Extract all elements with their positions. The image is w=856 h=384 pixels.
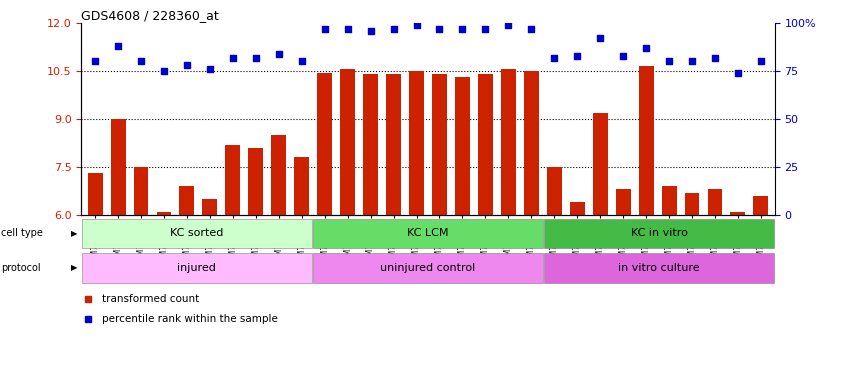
Point [180,62,193,68]
Bar [409,71,424,215]
Bar [432,74,447,215]
Text: in vitro culture: in vitro culture [618,263,700,273]
Point [364,28,377,34]
Point [708,55,722,61]
Text: KC sorted: KC sorted [170,228,223,238]
Bar [685,193,699,215]
Bar [318,73,332,215]
Text: injured: injured [177,263,217,273]
Text: cell type: cell type [1,228,43,238]
Bar [386,74,401,215]
Bar [544,218,774,248]
Bar [134,167,148,215]
Bar [82,253,312,283]
Point [249,55,263,61]
Bar [294,157,309,215]
Point [432,26,446,32]
Point [593,35,607,41]
Bar [87,174,103,215]
Bar [753,196,769,215]
Point [318,26,331,32]
Point [134,58,148,65]
Bar [248,148,264,215]
Text: uninjured control: uninjured control [380,263,476,273]
Bar [547,167,562,215]
Point [525,26,538,32]
Point [570,53,584,59]
Bar [615,189,631,215]
Point [88,58,102,65]
Text: ▶: ▶ [71,263,78,272]
Bar [82,218,312,248]
Bar [639,66,654,215]
Bar [225,145,241,215]
Bar [313,253,543,283]
Point [754,58,768,65]
Point [455,26,469,32]
Bar [662,186,676,215]
Bar [570,202,585,215]
Point [616,53,630,59]
Bar [110,119,126,215]
Point [341,26,354,32]
Text: percentile rank within the sample: percentile rank within the sample [102,314,278,324]
Bar [202,199,217,215]
Bar [180,186,194,215]
Bar [524,71,538,215]
Bar [271,135,286,215]
Text: transformed count: transformed count [102,294,199,304]
Text: GDS4608 / 228360_at: GDS4608 / 228360_at [81,9,219,22]
Point [639,45,653,51]
Point [226,55,240,61]
Bar [708,189,722,215]
Bar [455,78,470,215]
Point [158,68,171,74]
Point [387,26,401,32]
Bar [501,70,516,215]
Bar [730,212,746,215]
Bar [592,113,608,215]
Point [294,58,308,65]
Point [111,43,125,49]
Point [203,66,217,72]
Point [731,70,745,76]
Text: protocol: protocol [1,263,40,273]
Text: KC LCM: KC LCM [407,228,449,238]
Point [272,51,286,57]
Bar [313,218,543,248]
Point [685,58,698,65]
Text: KC in vitro: KC in vitro [631,228,687,238]
Point [548,55,562,61]
Bar [363,74,378,215]
Point [502,22,515,28]
Bar [157,212,171,215]
Point [410,22,424,28]
Bar [478,74,493,215]
Bar [544,253,774,283]
Point [479,26,492,32]
Text: ▶: ▶ [71,229,78,238]
Bar [340,70,355,215]
Point [663,58,676,65]
